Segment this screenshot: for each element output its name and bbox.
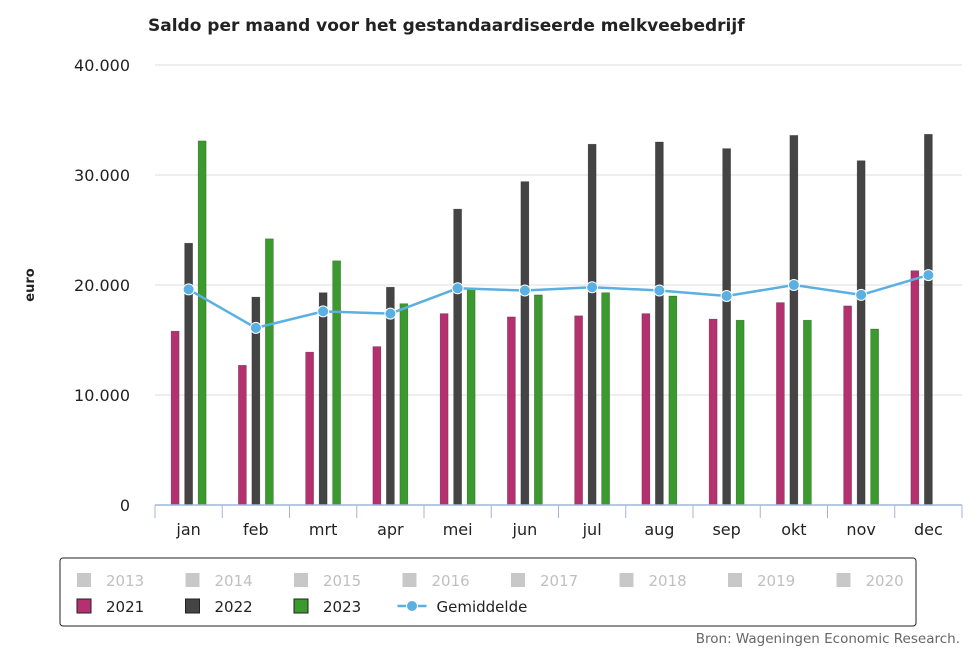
y-tick-label: 20.000: [74, 276, 130, 295]
x-tick-label: jan: [175, 520, 200, 539]
legend-item-2020[interactable]: 2020: [866, 572, 904, 590]
bar-2022-sep[interactable]: [722, 148, 731, 506]
average-point-aug[interactable]: [653, 284, 666, 297]
average-point-okt[interactable]: [787, 279, 800, 291]
bar-2022-okt[interactable]: [789, 135, 799, 506]
legend-frame: [59, 557, 917, 627]
legend-swatch-2021[interactable]: [76, 598, 92, 614]
x-tick-label: aug: [644, 520, 674, 539]
average-point-feb[interactable]: [249, 321, 262, 334]
x-tick-label: mrt: [309, 520, 337, 539]
bar-2021-nov[interactable]: [843, 305, 852, 506]
average-point-mei[interactable]: [451, 282, 464, 295]
legend-item-2021[interactable]: 2021: [106, 598, 144, 616]
x-tick-label: jul: [582, 520, 602, 539]
x-tick-label: jun: [512, 520, 538, 539]
average-point-nov[interactable]: [855, 288, 868, 301]
bar-2021-aug[interactable]: [641, 313, 651, 506]
legend-item-2015[interactable]: 2015: [323, 572, 361, 590]
average-point-jan[interactable]: [182, 283, 195, 296]
x-tick-label: sep: [712, 520, 740, 539]
average-line: [182, 269, 935, 334]
bar-2022-jan[interactable]: [184, 242, 193, 506]
average-line-path: [188, 273, 929, 330]
y-tick-label: 40.000: [74, 56, 130, 75]
bar-2021-jul[interactable]: [574, 315, 583, 506]
bar-2023-jun[interactable]: [534, 294, 543, 506]
bar-2021-jun[interactable]: [507, 316, 516, 506]
gridlines: [155, 64, 962, 396]
average-point-dec[interactable]: [922, 269, 935, 282]
legend-swatch-2023[interactable]: [293, 598, 309, 614]
legend-swatch-2013[interactable]: [77, 573, 91, 587]
y-tick-label: 30.000: [74, 166, 130, 185]
legend-swatch-2015[interactable]: [294, 573, 308, 587]
legend-item-2016[interactable]: 2016: [432, 572, 470, 590]
legend-swatch-2017[interactable]: [511, 573, 525, 587]
bar-2021-okt[interactable]: [776, 302, 785, 506]
bar-2022-mei[interactable]: [453, 208, 462, 506]
legend-item-2018[interactable]: 2018: [649, 572, 687, 590]
legend-item-Gemiddelde[interactable]: Gemiddelde: [437, 598, 528, 616]
average-point-jun[interactable]: [518, 284, 531, 297]
bar-2022-dec[interactable]: [924, 134, 933, 506]
legend-item-2022[interactable]: 2022: [215, 598, 253, 616]
legend-swatch-2016[interactable]: [402, 573, 417, 587]
bar-2022-mrt[interactable]: [318, 292, 328, 506]
legend-item-2017[interactable]: 2017: [540, 572, 578, 590]
bar-2021-apr[interactable]: [372, 346, 382, 506]
bar-2022-jun[interactable]: [520, 181, 530, 506]
x-tick-label: apr: [377, 520, 404, 539]
average-point-apr[interactable]: [384, 307, 397, 320]
x-tick-label: nov: [846, 520, 875, 539]
bar-2021-dec[interactable]: [910, 270, 920, 506]
y-axis-label: euro: [23, 268, 38, 301]
bar-2023-okt[interactable]: [803, 319, 812, 506]
legend-swatch-2022[interactable]: [185, 598, 200, 614]
y-tick-label: 10.000: [74, 386, 130, 405]
bar-series: [170, 134, 933, 506]
y-tick-label: 0: [120, 496, 130, 515]
legend-swatch-2018[interactable]: [619, 573, 634, 587]
bar-2022-aug[interactable]: [655, 141, 664, 506]
bar-2021-sep[interactable]: [708, 318, 718, 506]
average-point-mrt[interactable]: [317, 305, 330, 318]
bar-2021-mrt[interactable]: [305, 351, 314, 506]
bar-2023-feb[interactable]: [265, 238, 274, 506]
x-tick-label: mei: [443, 520, 473, 539]
bar-2022-jul[interactable]: [587, 143, 597, 506]
legend-item-2014[interactable]: 2014: [215, 572, 253, 590]
legend-swatch-2019[interactable]: [728, 573, 742, 587]
y-axis-ticks: 0 10.000 20.000 30.000 40.000: [74, 56, 130, 515]
bar-2023-nov[interactable]: [870, 328, 879, 506]
legend: 2013 2014 2015 2016 2017 2018 2019 2020 2021 2022…: [59, 557, 917, 627]
bar-2021-mei[interactable]: [439, 313, 449, 506]
legend-swatch-2014[interactable]: [185, 573, 200, 587]
bar-2023-apr[interactable]: [399, 303, 409, 506]
legend-marker-Gemiddelde[interactable]: [406, 600, 418, 612]
x-tick-label: feb: [243, 520, 269, 539]
bar-2023-sep[interactable]: [735, 319, 745, 506]
bar-2023-aug[interactable]: [668, 295, 678, 506]
x-tick-label: okt: [781, 520, 806, 539]
average-point-sep[interactable]: [720, 290, 733, 302]
bar-2022-apr[interactable]: [386, 286, 395, 506]
legend-item-2013[interactable]: 2013: [106, 572, 144, 590]
bar-2023-mrt[interactable]: [332, 260, 341, 506]
legend-item-2019[interactable]: 2019: [757, 572, 795, 590]
bar-2023-jul[interactable]: [601, 292, 610, 506]
bar-2021-feb[interactable]: [238, 364, 247, 506]
average-point-jul[interactable]: [586, 281, 599, 294]
bar-2023-jan[interactable]: [197, 140, 207, 506]
chart-title: Saldo per maand voor het gestandaardisee…: [148, 16, 745, 36]
bar-2023-mei[interactable]: [466, 287, 476, 506]
x-tick-label: dec: [914, 520, 943, 539]
source-note: Bron: Wageningen Economic Research.: [696, 631, 960, 647]
x-axis: jan feb mrt apr mei jun jul aug sep okt nov dec: [154, 504, 963, 539]
bar-2022-nov[interactable]: [856, 160, 866, 506]
bar-2021-jan[interactable]: [170, 330, 180, 506]
legend-swatch-2020[interactable]: [836, 573, 851, 587]
legend-item-2023[interactable]: 2023: [323, 598, 361, 616]
